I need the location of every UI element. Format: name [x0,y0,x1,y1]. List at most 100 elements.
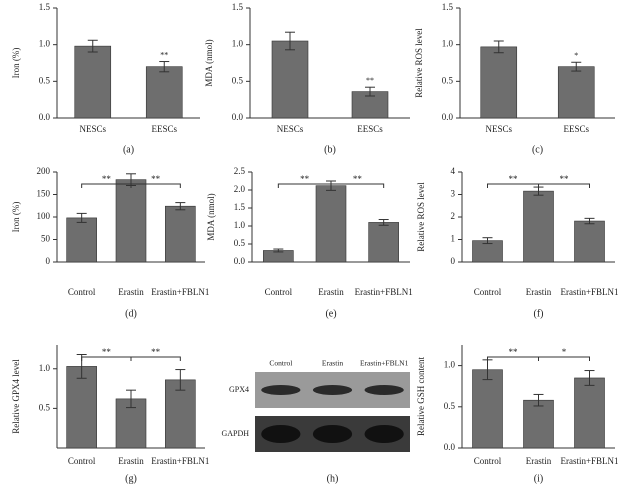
y-tick-label: 0.5 [234,238,246,248]
y-tick-label: 0.0 [442,112,454,122]
bar [574,377,605,449]
band [312,385,353,395]
bracket [538,183,590,188]
y-tick-label: 0.5 [39,402,51,412]
panel-label: (e) [325,308,336,319]
y-tick-label: 100 [37,211,51,221]
x-tick-label: Erastin [526,456,552,466]
x-tick-label: Control [68,456,96,466]
bar [115,179,147,263]
x-tick-label: Control [474,456,502,466]
y-tick-label: 0.0 [234,256,246,266]
x-tick-label: EESCs [357,124,383,134]
x-tick-label: Erastin+FBLN1 [560,287,618,297]
y-axis-title: Relative GPX4 level [11,359,21,434]
y-tick-label: 0.5 [232,75,244,85]
significance: ** [151,174,161,184]
x-tick-label: Erastin [118,287,144,297]
bracket [330,183,385,188]
significance: ** [102,174,112,184]
y-tick-label: 2.5 [234,166,246,176]
bracket [487,183,539,188]
x-tick-label: NESCs [277,124,304,134]
significance: ** [366,76,374,85]
bar [271,40,309,119]
bar [315,185,347,263]
bar [480,46,518,119]
bar [574,220,605,263]
y-tick-label: 1.5 [234,202,246,212]
y-tick-label: 1.5 [442,2,454,12]
bar [165,205,196,263]
x-tick-label: Erastin+FBLN1 [560,456,618,466]
x-tick-label: Erastin+FBLN1 [151,287,209,297]
x-tick-label: NESCs [79,124,106,134]
x-tick-label: Erastin [526,287,552,297]
x-tick-label: Erastin+FBLN1 [355,287,413,297]
significance: ** [509,174,519,184]
y-tick-label: 200 [37,166,51,176]
y-tick-label: 1 [451,234,456,244]
y-axis-title: Iron (%) [11,48,21,79]
bar [165,379,196,449]
x-tick-label: Control [265,287,293,297]
y-tick-label: 0.0 [444,442,456,452]
x-tick-label: Erastin+FBLN1 [151,456,209,466]
y-axis-title: Relative ROS level [416,182,426,252]
y-axis-title: Relative ROS level [414,28,424,98]
band [364,425,404,443]
x-tick-label: Control [68,287,96,297]
y-axis-title: Iron (%) [11,202,21,233]
bracket [130,183,181,188]
x-tick-label: EESCs [151,124,177,134]
bar [66,217,97,263]
y-tick-label: 1.0 [234,220,246,230]
y-tick-label: 0 [451,256,456,266]
row-label: GAPDH [221,429,249,438]
bar [523,399,554,449]
y-axis-title: Relative GSH content [416,357,426,436]
row-label: GPX4 [229,385,249,394]
band [261,385,301,395]
significance: ** [102,347,112,357]
lane-label: Erastin [322,359,343,368]
panel-label: (h) [327,473,339,484]
y-tick-label: 0.0 [232,112,244,122]
y-tick-label: 1.0 [39,39,51,49]
y-tick-label: 1.5 [232,2,244,12]
bar [74,45,112,119]
y-tick-label: 1.0 [39,363,51,373]
x-tick-label: Erastin [318,287,344,297]
panel-label: (c) [532,144,543,155]
significance: ** [509,347,519,357]
bar [557,66,595,119]
panel-label: (b) [324,144,336,155]
y-tick-label: 2.0 [234,184,246,194]
y-tick-label: 0.0 [39,112,51,122]
x-tick-label: Control [474,287,502,297]
significance: * [574,51,578,60]
significance: ** [151,347,161,357]
x-tick-label: NESCs [485,124,512,134]
panel-label: (f) [534,308,544,319]
bar [368,222,399,263]
y-axis-title: MDA (nmol) [206,193,216,240]
y-tick-label: 2 [451,211,456,221]
lane-label: Erastin+FBLN1 [360,359,409,368]
y-tick-label: 4 [451,166,456,176]
significance: ** [300,174,310,184]
panel-label: (a) [123,144,134,155]
panel-label: (g) [125,473,137,484]
bracket [538,356,590,361]
bracket [130,356,181,361]
significance: ** [160,50,168,59]
band [312,425,353,443]
bar [145,66,183,119]
band [364,385,404,395]
panel-label: (d) [125,308,137,319]
y-tick-label: 50 [41,234,51,244]
y-tick-label: 0.5 [444,401,456,411]
bar [66,366,97,449]
lane-label: Control [269,359,292,368]
